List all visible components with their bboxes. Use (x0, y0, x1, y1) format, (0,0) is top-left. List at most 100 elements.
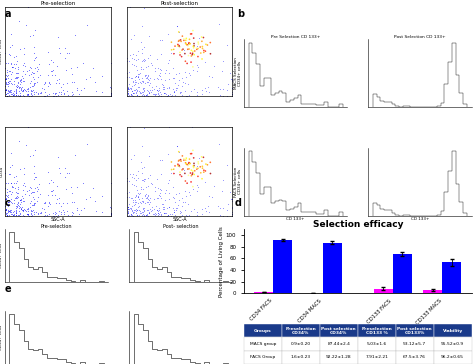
Point (45, 50, 52, 55)
Point (151, 91, 159, 96)
Point (8, 183, 16, 189)
Point (170, 89, 177, 95)
Point (34, 194, 41, 200)
Point (171, 43, 179, 49)
Point (190, 163, 197, 169)
Point (130, 62, 138, 68)
Point (124, 210, 132, 216)
Point (207, 171, 214, 177)
Point (178, 195, 186, 201)
Point (49, 90, 57, 96)
Point (155, 192, 163, 198)
Point (98, 209, 105, 214)
Point (12, 211, 20, 217)
Point (24, 205, 31, 211)
Point (127, 156, 134, 162)
Point (10, 208, 18, 214)
Point (2, 75, 10, 81)
Point (155, 195, 162, 201)
Point (179, 199, 187, 205)
Point (215, 141, 223, 147)
Point (149, 182, 156, 187)
Point (153, 88, 161, 94)
Point (7, 68, 14, 74)
Point (28, 83, 36, 88)
Point (16, 201, 23, 206)
Point (176, 209, 184, 214)
Point (179, 153, 186, 159)
Point (90, 185, 97, 191)
Point (9, 90, 17, 95)
Point (15, 200, 22, 206)
Point (140, 212, 147, 218)
Point (137, 90, 145, 96)
Point (142, 92, 150, 98)
Point (189, 186, 197, 192)
Point (131, 201, 138, 206)
Point (20, 51, 28, 57)
Point (12, 88, 19, 94)
Point (23, 91, 31, 97)
Point (51, 211, 59, 217)
Point (8, 189, 16, 194)
Point (140, 92, 147, 98)
Point (52, 90, 60, 96)
Point (144, 196, 152, 202)
Point (144, 194, 151, 200)
Point (12, 86, 20, 91)
Point (73, 64, 81, 70)
Point (75, 211, 82, 217)
Point (16, 138, 23, 143)
Point (216, 212, 223, 218)
Point (175, 70, 182, 76)
Point (46, 91, 53, 97)
Point (140, 164, 148, 170)
Point (174, 161, 182, 167)
Point (178, 47, 186, 53)
Point (132, 199, 140, 205)
Point (73, 207, 81, 213)
Point (128, 61, 136, 67)
Point (153, 91, 160, 97)
Point (40, 213, 48, 219)
Point (165, 4, 173, 10)
Point (143, 91, 150, 97)
Point (19, 207, 27, 213)
Point (68, 209, 75, 215)
Point (181, 80, 189, 86)
Point (123, 70, 131, 76)
Point (12, 89, 20, 95)
Point (136, 207, 143, 213)
Point (11, 195, 18, 201)
Point (38, 85, 46, 91)
Point (130, 32, 138, 38)
Point (165, 84, 173, 90)
Point (31, 66, 39, 71)
Point (51, 72, 59, 78)
Point (144, 183, 152, 189)
Point (57, 91, 64, 97)
Point (170, 207, 178, 213)
Point (161, 91, 168, 96)
Point (7, 44, 14, 50)
Point (188, 31, 195, 37)
Point (179, 46, 187, 52)
Point (168, 167, 175, 173)
Point (173, 205, 181, 211)
Point (8, 196, 15, 202)
Point (127, 124, 134, 130)
Point (132, 210, 140, 216)
Point (27, 189, 35, 195)
Point (124, 205, 132, 210)
Point (123, 58, 131, 64)
Point (45, 83, 52, 89)
Point (16, 78, 24, 83)
Point (139, 206, 146, 212)
Point (73, 205, 81, 210)
Point (182, 41, 190, 47)
Point (16, 46, 24, 52)
Point (164, 212, 172, 218)
Point (126, 74, 133, 80)
Point (6, 89, 13, 95)
Point (18, 87, 25, 92)
